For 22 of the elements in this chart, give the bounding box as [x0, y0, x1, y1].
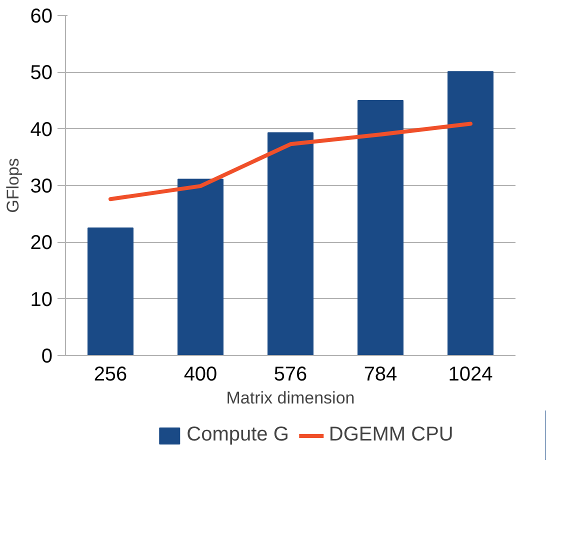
bar: [268, 132, 314, 356]
x-tick-label: 256: [94, 364, 128, 386]
x-tick-label: 784: [364, 364, 398, 386]
x-tick-label: 1024: [448, 364, 493, 386]
bar: [88, 228, 134, 356]
y-tick-label: 60: [30, 6, 53, 28]
legend-label: Compute G: [186, 424, 289, 446]
line-series: [108, 122, 472, 202]
legend-label: DGEMM CPU: [328, 424, 454, 446]
y-tick-label: 40: [30, 118, 53, 141]
y-tick-label: 0: [41, 346, 52, 368]
y-tick-label: 30: [30, 176, 53, 198]
y-tick-label: 20: [30, 232, 53, 254]
bar: [448, 71, 494, 356]
x-tick-label: 576: [274, 364, 308, 386]
bar: [178, 178, 224, 356]
y-axis-title: GFlops: [3, 158, 22, 213]
x-axis-title: Matrix dimension: [226, 388, 355, 408]
x-tick-label: 400: [184, 364, 218, 386]
y-tick-label: 10: [30, 288, 53, 311]
y-tick-label: 50: [30, 62, 53, 84]
bar: [358, 100, 404, 356]
